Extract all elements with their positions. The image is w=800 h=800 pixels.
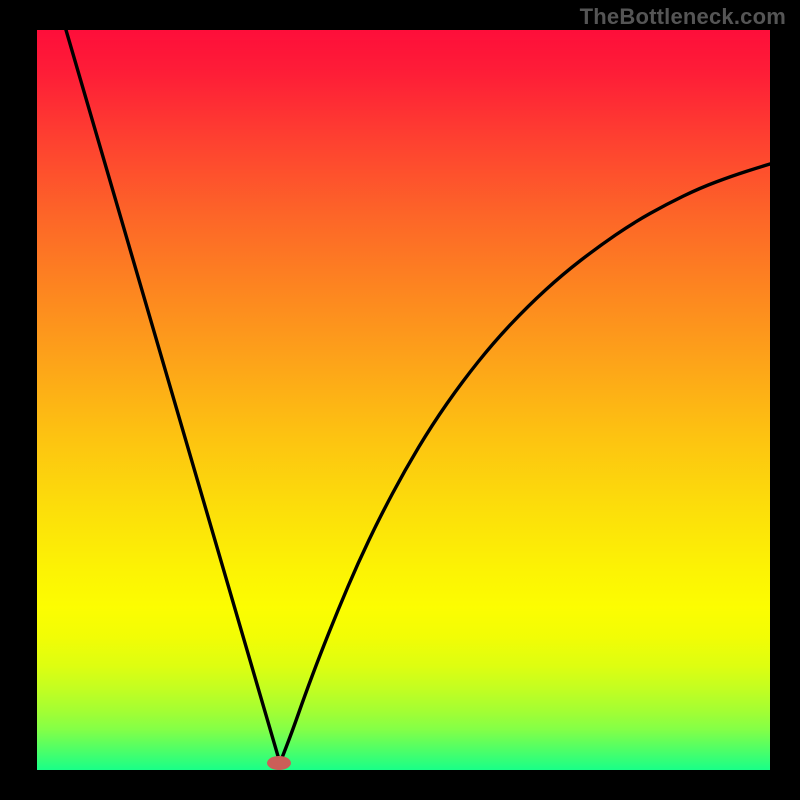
bottleneck-chart (0, 0, 800, 800)
minimum-marker (267, 756, 291, 770)
chart-container: { "watermark": { "text": "TheBottleneck.… (0, 0, 800, 800)
plot-area (37, 30, 770, 770)
watermark-text: TheBottleneck.com (580, 4, 786, 30)
